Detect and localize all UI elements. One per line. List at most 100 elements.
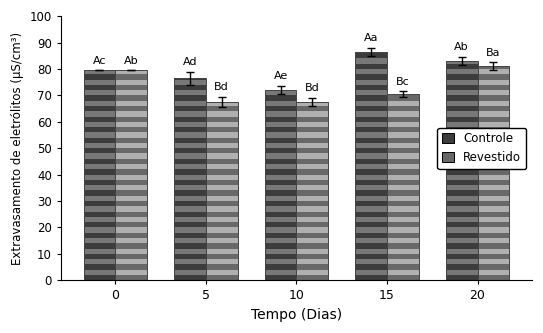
Bar [355,111,387,117]
Bar [355,174,387,180]
Bar [387,259,419,264]
Bar [206,102,237,280]
Bar [206,243,237,249]
Bar [206,117,237,122]
Bar [115,85,147,90]
Bar [115,211,147,217]
Bar [84,95,115,101]
Bar [477,117,509,122]
Bar [387,106,419,111]
Y-axis label: Extravasamento de eletrólitos (μS/cm³): Extravasamento de eletrólitos (μS/cm³) [11,32,24,265]
Bar [477,122,509,127]
Bar [355,270,387,275]
Bar [265,185,296,190]
Bar [206,122,237,127]
Bar [265,217,296,222]
Bar [174,206,206,211]
Bar [477,259,509,264]
Bar [296,222,328,227]
Bar [265,180,296,185]
Legend: Controle, Revestido: Controle, Revestido [437,128,526,169]
Bar [265,243,296,249]
Bar [84,180,115,185]
Bar [477,132,509,138]
Bar [387,95,419,101]
Bar [296,154,328,159]
Bar [115,164,147,169]
Bar [387,264,419,270]
Bar [296,164,328,169]
Bar [206,154,237,159]
Bar [84,127,115,132]
Bar [477,174,509,180]
Bar [355,243,387,249]
Bar [115,222,147,227]
Bar [265,227,296,233]
Bar [477,243,509,249]
Bar [265,201,296,206]
Bar [265,127,296,132]
Bar [477,211,509,217]
Bar [296,138,328,143]
Bar [115,95,147,101]
Bar [296,243,328,249]
Bar [355,58,387,64]
Bar [477,275,509,280]
Bar [355,259,387,264]
Bar [115,70,147,74]
Bar [296,169,328,174]
Bar [174,222,206,227]
Bar [265,174,296,180]
Bar [355,190,387,196]
Bar [296,102,328,280]
Bar [206,227,237,233]
Bar [174,169,206,174]
Bar [84,275,115,280]
Text: Bd: Bd [214,82,229,92]
Bar [446,154,477,159]
Bar [355,185,387,190]
Bar [355,106,387,111]
Bar [115,154,147,159]
Bar [265,264,296,270]
Bar [174,159,206,164]
Bar [206,233,237,238]
Bar [477,254,509,259]
Bar [265,122,296,127]
Bar [174,254,206,259]
Bar [387,238,419,243]
Bar [477,227,509,233]
Bar [355,254,387,259]
Bar [446,111,477,117]
Bar [115,201,147,206]
Bar [84,169,115,174]
Bar [446,80,477,85]
Bar [477,238,509,243]
Bar [387,138,419,143]
Bar [84,190,115,196]
Bar [446,185,477,190]
Bar [387,101,419,106]
Bar [265,270,296,275]
Bar [174,143,206,148]
Bar [174,185,206,190]
Bar [206,270,237,275]
Bar [446,122,477,127]
Bar [446,143,477,148]
Bar [355,52,387,280]
Bar [174,148,206,154]
Bar [477,85,509,90]
Bar [477,74,509,80]
Bar [174,95,206,101]
Bar [355,249,387,254]
Bar [296,122,328,127]
Bar [115,254,147,259]
Bar [446,61,477,280]
Bar [206,196,237,201]
Bar [174,138,206,143]
Bar [84,196,115,201]
Bar [387,154,419,159]
Bar [265,132,296,138]
Bar [387,127,419,132]
Bar [174,196,206,201]
